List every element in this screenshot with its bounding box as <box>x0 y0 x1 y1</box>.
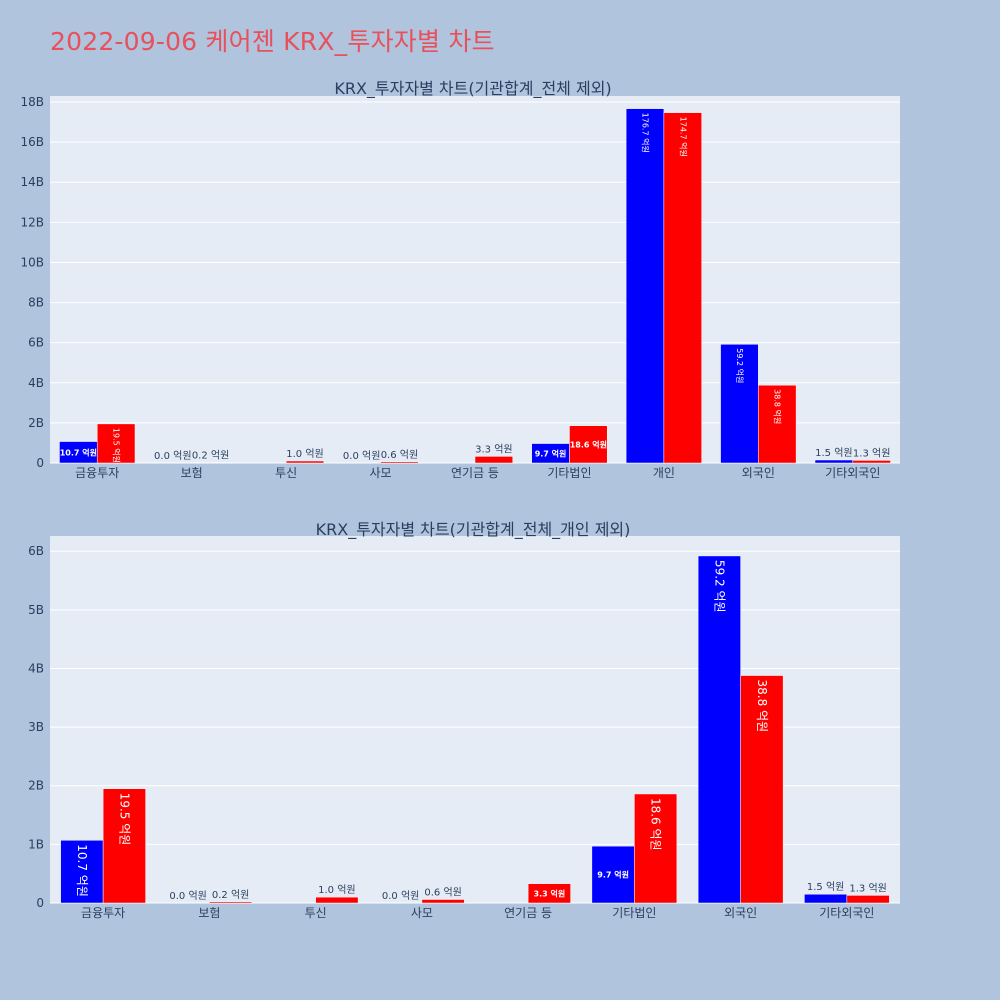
data-label: 1.0 억원 <box>286 448 323 460</box>
chart-top: KRX_투자자별 차트(기관합계_전체 제외) 0 2B 4B 6B 8B 10B 12B 14… <box>20 79 900 480</box>
bar <box>720 344 759 464</box>
x-tick-label: 사모 <box>411 906 433 920</box>
x-tick-label: 보험 <box>181 466 203 480</box>
bar <box>96 423 136 464</box>
page-title: 2022-09-06 케어젠 KRX_투자자별 차트 <box>50 27 495 56</box>
bar <box>846 895 890 904</box>
x-tick-label: 연기금 등 <box>504 906 552 920</box>
bar <box>740 675 784 904</box>
bar <box>663 112 702 464</box>
bar <box>421 899 465 904</box>
data-label: 9.7 억원 <box>597 870 629 880</box>
x-tick-label: 기타외국인 <box>825 466 880 480</box>
y-tick-label: 4B <box>28 661 44 675</box>
bar <box>285 460 325 464</box>
data-label: 59.2 억원 <box>712 560 726 613</box>
bar <box>591 845 635 904</box>
x-tick-label: 외국인 <box>742 466 775 480</box>
data-label: 1.0 억원 <box>318 884 355 896</box>
bar <box>474 456 514 464</box>
data-label: 19.5 억원 <box>117 793 131 846</box>
data-label: 3.3 억원 <box>475 443 512 455</box>
y-tick-label: 6B <box>28 544 44 558</box>
y-tick-label: 14B <box>20 175 44 189</box>
data-label: 38.8 억원 <box>773 389 783 424</box>
y-tick-label: 16B <box>20 135 44 149</box>
x-tick-label: 연기금 등 <box>451 466 499 480</box>
chart-title: KRX_투자자별 차트(기관합계_전체_개인 제외) <box>316 520 631 540</box>
x-tick-label: 사모 <box>370 466 392 480</box>
x-tick-label: 투신 <box>275 466 297 480</box>
y-tick-label: 5B <box>28 603 44 617</box>
x-tick-label: 투신 <box>305 906 327 920</box>
bar <box>697 555 741 904</box>
x-tick-label: 금융투자 <box>75 466 119 480</box>
data-label: 0.0 억원 <box>382 890 419 902</box>
bar <box>625 108 665 464</box>
chart-title: KRX_투자자별 차트(기관합계_전체 제외) <box>334 79 611 99</box>
bar <box>380 461 419 464</box>
bar <box>852 460 891 464</box>
data-label: 0.6 억원 <box>381 449 418 461</box>
data-label: 10.7 억원 <box>60 447 97 457</box>
data-label: 18.6 억원 <box>649 798 663 851</box>
bar <box>102 788 146 904</box>
data-label: 176.7 억원 <box>641 113 651 153</box>
y-tick-label: 4B <box>28 376 44 390</box>
x-tick-label: 개인 <box>653 466 675 480</box>
bar <box>527 883 571 904</box>
data-label: 0.0 억원 <box>154 450 191 462</box>
data-label: 1.3 억원 <box>849 882 886 894</box>
data-label: 59.2 억원 <box>735 348 745 383</box>
x-tick-label: 금융투자 <box>81 906 125 920</box>
y-tick-label: 8B <box>28 296 44 310</box>
x-tick-label: 외국인 <box>724 906 757 920</box>
y-tick-label: 6B <box>28 336 44 350</box>
data-label: 38.8 억원 <box>755 680 769 733</box>
data-label: 9.7 억원 <box>535 448 567 458</box>
bar <box>804 893 848 904</box>
data-label: 3.3 억원 <box>534 888 566 898</box>
data-label: 18.6 억원 <box>570 439 607 449</box>
data-label: 1.5 억원 <box>807 881 844 893</box>
y-tick-label: 2B <box>28 416 44 430</box>
y-tick-label: 1B <box>28 837 44 851</box>
data-label: 19.5 억원 <box>112 428 122 463</box>
y-tick-label: 2B <box>28 779 44 793</box>
data-label: 10.7 억원 <box>75 844 89 897</box>
bar <box>315 896 359 904</box>
data-label: 1.3 억원 <box>853 447 890 459</box>
data-label: 1.5 억원 <box>815 447 852 459</box>
x-tick-label: 기타법인 <box>547 466 591 480</box>
data-label: 0.0 억원 <box>343 450 380 462</box>
x-tick-label: 보험 <box>198 906 220 920</box>
y-tick-label: 0 <box>36 456 44 470</box>
y-tick-label: 10B <box>20 255 44 269</box>
data-label: 0.6 억원 <box>424 886 461 898</box>
y-tick-label: 12B <box>20 215 44 229</box>
bar <box>569 425 608 464</box>
data-label: 0.2 억원 <box>192 450 229 462</box>
y-tick-label: 18B <box>20 95 44 109</box>
x-tick-label: 기타외국인 <box>819 906 874 920</box>
bar <box>209 901 253 904</box>
data-label: 174.7 억원 <box>678 117 688 157</box>
bar <box>634 793 678 904</box>
x-tick-label: 기타법인 <box>612 906 656 920</box>
bar <box>758 384 797 464</box>
data-label: 0.0 억원 <box>169 890 206 902</box>
y-tick-label: 0 <box>36 896 44 910</box>
y-tick-label: 3B <box>28 720 44 734</box>
data-label: 0.2 억원 <box>212 889 249 901</box>
